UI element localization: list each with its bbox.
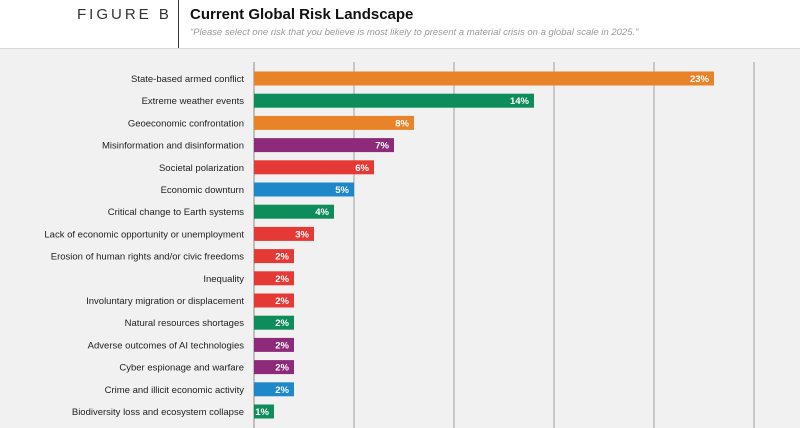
category-label: Extreme weather events xyxy=(142,96,245,107)
data-label: 4% xyxy=(315,207,329,218)
category-label: Inequality xyxy=(203,274,244,285)
figure-label: FIGURE B xyxy=(77,6,172,23)
bar xyxy=(254,293,294,308)
data-label: 5% xyxy=(335,185,349,196)
bar xyxy=(254,382,294,397)
data-label: 2% xyxy=(275,363,289,374)
chart-title: Current Global Risk Landscape xyxy=(190,6,414,23)
data-label: 6% xyxy=(355,163,369,174)
chart-subtitle: “Please select one risk that you believe… xyxy=(190,27,639,38)
data-label: 3% xyxy=(295,229,309,240)
data-label: 8% xyxy=(395,118,409,129)
category-label: Economic downturn xyxy=(161,185,244,196)
data-label: 1% xyxy=(255,407,269,418)
figure-header: FIGURE B Current Global Risk Landscape “… xyxy=(0,0,800,49)
header-divider xyxy=(178,0,179,48)
data-label: 2% xyxy=(275,252,289,263)
category-label: Natural resources shortages xyxy=(125,318,245,329)
category-label: Cyber espionage and warfare xyxy=(119,363,244,374)
data-label: 2% xyxy=(275,385,289,396)
category-label: Biodiversity loss and ecosystem collapse xyxy=(72,407,244,418)
bar xyxy=(254,360,294,375)
bar xyxy=(254,249,294,264)
data-label: 2% xyxy=(275,296,289,307)
category-label: Involuntary migration or displacement xyxy=(86,296,244,307)
bar xyxy=(254,138,394,153)
bar xyxy=(254,337,294,352)
bar xyxy=(254,93,534,108)
bar xyxy=(254,71,714,86)
category-label: Lack of economic opportunity or unemploy… xyxy=(44,229,244,240)
category-label: Adverse outcomes of AI technologies xyxy=(88,340,245,351)
bar xyxy=(254,160,374,175)
bar xyxy=(254,226,314,241)
bar xyxy=(254,404,274,419)
category-label: Geoeconomic confrontation xyxy=(128,118,244,129)
data-label: 2% xyxy=(275,274,289,285)
data-label: 2% xyxy=(275,318,289,329)
category-label: Crime and illicit economic activity xyxy=(105,385,245,396)
bar xyxy=(254,315,294,330)
category-label: Critical change to Earth systems xyxy=(108,207,244,218)
category-label: State-based armed conflict xyxy=(131,74,244,85)
category-label: Erosion of human rights and/or civic fre… xyxy=(51,252,245,263)
bar-chart: State-based armed conflict 23% Extreme wea… xyxy=(44,62,755,428)
bar xyxy=(254,204,334,219)
data-label: 2% xyxy=(275,340,289,351)
bar xyxy=(254,115,414,130)
category-label: Societal polarization xyxy=(159,163,244,174)
category-label: Misinformation and disinformation xyxy=(102,141,244,152)
data-label: 7% xyxy=(375,141,389,152)
bar xyxy=(254,182,354,197)
data-label: 23% xyxy=(690,74,710,85)
data-label: 14% xyxy=(510,96,530,107)
bar xyxy=(254,271,294,286)
